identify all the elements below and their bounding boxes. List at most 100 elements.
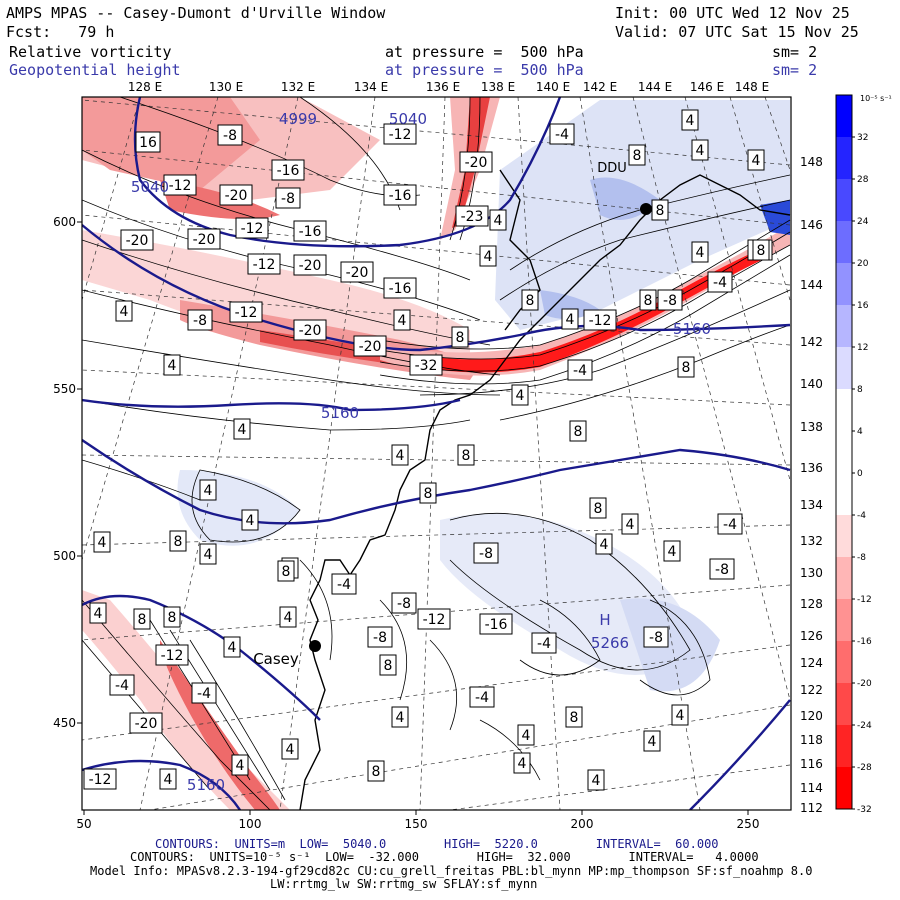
field1-level: at pressure = 500 hPa: [385, 43, 584, 61]
svg-text:4: 4: [396, 710, 405, 726]
colorbar-tick-label: -24: [857, 721, 872, 731]
colorbar-bin: [836, 179, 852, 222]
right-latitude-label: 114: [800, 781, 823, 795]
vorticity-value-label: 4: [681, 109, 699, 131]
casey-station-marker: [309, 640, 321, 652]
svg-text:8: 8: [424, 486, 433, 502]
top-longitude-label: 128 E: [128, 80, 162, 94]
svg-text:-12: -12: [161, 648, 184, 664]
top-longitude-label: 146 E: [690, 80, 724, 94]
vorticity-value-label: 8: [677, 356, 695, 378]
vorticity-value-label: -4: [549, 123, 575, 145]
vorticity-value-label: 8: [589, 497, 607, 519]
vorticity-label-layer: 16 -8 -12 -20 -12 -20 -16 -8 -8 -12 -20 -16 -20 -12 -1…: [83, 109, 773, 791]
svg-text:-20: -20: [225, 188, 248, 204]
vorticity-value-label: -8: [643, 626, 669, 648]
vorticity-value-label: 8: [651, 199, 669, 221]
svg-text:4: 4: [566, 312, 575, 328]
vorticity-value-label: 4: [691, 241, 709, 263]
svg-text:8: 8: [174, 534, 183, 550]
vorticity-value-label: 8: [451, 326, 469, 348]
svg-text:-20: -20: [359, 339, 382, 355]
svg-text:-20: -20: [299, 258, 322, 274]
vorticity-value-label: -12: [247, 253, 281, 275]
colorbar-bin: [836, 389, 852, 432]
svg-text:4: 4: [98, 535, 107, 551]
colorbar-tick-label: 16: [857, 301, 869, 311]
svg-text:4: 4: [238, 422, 247, 438]
right-latitude-label: 116: [800, 757, 823, 771]
vorticity-value-label: -16: [271, 159, 305, 181]
right-latitude-label: 124: [800, 656, 823, 670]
vorticity-value-label: 4: [231, 754, 249, 776]
vorticity-value-label: -8: [391, 592, 417, 614]
right-latitude-label: 134: [800, 498, 823, 512]
vorticity-value-label: 4: [479, 245, 497, 267]
vorticity-value-label: -20: [293, 254, 327, 276]
footer-model-info: Model Info: MPASv8.2.3-194-gf29cd82c CU:…: [90, 864, 813, 878]
field2-smoothing: sm= 2: [772, 61, 818, 79]
colorbar-tick-label: -4: [857, 511, 866, 521]
vorticity-value-label: -12: [155, 644, 189, 666]
right-latitude-label: 136: [800, 461, 823, 475]
colorbar-bin: [836, 599, 852, 642]
vorticity-value-label: -32: [409, 354, 443, 376]
vorticity-value-label: 4: [391, 444, 409, 466]
svg-text:4: 4: [592, 773, 601, 789]
colorbar-bin: [836, 95, 852, 138]
svg-text:-12: -12: [235, 305, 258, 321]
svg-text:-12: -12: [589, 313, 612, 329]
vorticity-value-label: 4: [587, 769, 605, 791]
vorticity-value-label: 4: [489, 209, 507, 231]
vorticity-value-label: -8: [367, 626, 393, 648]
high-pressure-value: 5266: [591, 634, 629, 652]
vorticity-value-label: 4: [561, 308, 579, 330]
svg-text:-23: -23: [461, 209, 484, 225]
vorticity-value-label: -12: [163, 174, 197, 196]
svg-text:4: 4: [94, 606, 103, 622]
colorbar-tick-label: -32: [857, 805, 872, 815]
svg-text:8: 8: [526, 293, 535, 309]
svg-text:8: 8: [456, 330, 465, 346]
svg-text:8: 8: [138, 612, 147, 628]
svg-text:-20: -20: [465, 155, 488, 171]
colorbar-tick-label: 8: [857, 385, 863, 395]
vorticity-value-label: 4: [511, 384, 529, 406]
vorticity-value-label: 8: [569, 420, 587, 442]
vorticity-value-label: 4: [223, 636, 241, 658]
svg-text:-8: -8: [663, 293, 677, 309]
high-pressure-marker: H: [599, 611, 610, 629]
bottom-x-tick-label: 250: [737, 817, 760, 831]
svg-text:-8: -8: [715, 562, 729, 578]
svg-text:-20: -20: [346, 265, 369, 281]
svg-text:-16: -16: [299, 224, 322, 240]
field1-smoothing: sm= 2: [772, 43, 818, 61]
right-latitude-label: 148: [800, 155, 823, 169]
axis-label-layer: 128 E 130 E 132 E 134 E 136 E 138 E 140 E 142 E…: [53, 80, 823, 831]
colorbar-bin: [836, 221, 852, 264]
field1-name: Relative vorticity: [9, 43, 172, 61]
svg-text:4: 4: [676, 708, 685, 724]
bottom-x-tick-label: 50: [76, 817, 91, 831]
vorticity-value-label: 8: [133, 608, 151, 630]
valid-time: Valid: 07 UTC Sat 15 Nov 25: [615, 23, 859, 41]
vorticity-value-label: 4: [595, 533, 613, 555]
vorticity-value-label: -4: [109, 674, 135, 696]
svg-text:8: 8: [633, 148, 642, 164]
vorticity-value-label: -4: [191, 682, 217, 704]
svg-text:-4: -4: [723, 517, 737, 533]
svg-text:4: 4: [626, 517, 635, 533]
vorticity-value-label: 4: [115, 300, 133, 322]
svg-text:4: 4: [284, 610, 293, 626]
vorticity-value-label: 4: [199, 543, 217, 565]
vorticity-value-label: 8: [169, 530, 187, 552]
svg-text:4: 4: [120, 304, 129, 320]
vorticity-value-label: -12: [229, 301, 263, 323]
vorticity-value-label: -12: [383, 123, 417, 145]
svg-text:8: 8: [462, 448, 471, 464]
svg-text:8: 8: [384, 658, 393, 674]
vorticity-value-label: 8: [163, 606, 181, 628]
colorbar-tick-label: 32: [857, 133, 868, 143]
right-latitude-label: 130: [800, 566, 823, 580]
svg-text:-4: -4: [337, 577, 351, 593]
